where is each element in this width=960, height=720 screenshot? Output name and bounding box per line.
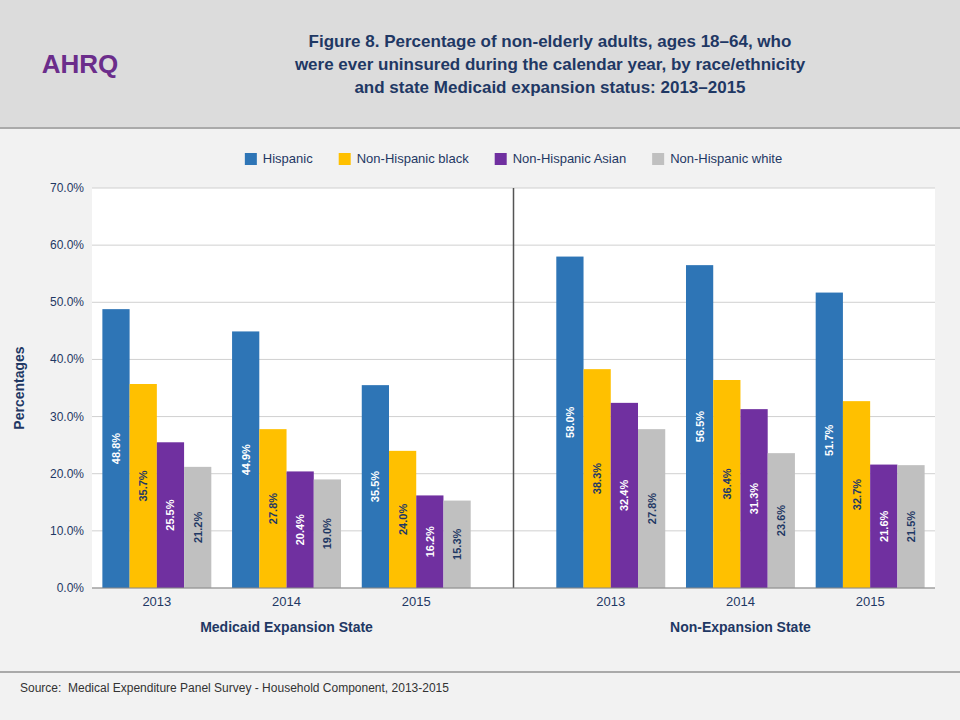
footer-separator <box>0 671 960 673</box>
bar <box>897 465 924 588</box>
bar <box>443 501 470 588</box>
y-tick-label: 70.0% <box>50 181 84 195</box>
x-tick-label: 2013 <box>142 594 171 609</box>
bar <box>686 265 713 588</box>
data-label: 58.0% <box>564 406 576 437</box>
data-label: 38.3% <box>591 463 603 494</box>
bar <box>157 442 184 588</box>
data-label: 20.4% <box>294 514 306 545</box>
legend-item: Non-Hispanic white <box>652 151 782 166</box>
x-axis-line <box>92 588 935 589</box>
bar <box>768 453 795 588</box>
legend-swatch <box>245 153 257 165</box>
data-label: 27.8% <box>267 493 279 524</box>
y-axis-label: Percentages <box>11 346 27 429</box>
x-tick-label: 2013 <box>596 594 625 609</box>
data-label: 21.5% <box>905 511 917 542</box>
header-separator <box>0 127 960 129</box>
bar <box>843 401 870 588</box>
y-tick-label: 60.0% <box>50 238 84 252</box>
bar <box>816 293 843 588</box>
legend-swatch <box>652 153 664 165</box>
legend-swatch <box>495 153 507 165</box>
chart: Figure 8. Percentage of non-elderly adul… <box>0 0 960 720</box>
bar <box>389 451 416 588</box>
data-label: 21.6% <box>878 510 890 541</box>
title-line: Figure 8. Percentage of non-elderly adul… <box>309 32 792 51</box>
data-label: 35.5% <box>369 471 381 502</box>
data-label: 32.4% <box>618 480 630 511</box>
y-tick-label: 50.0% <box>50 295 84 309</box>
data-label: 19.0% <box>321 518 333 549</box>
bar <box>416 495 443 588</box>
data-label: 48.8% <box>110 433 122 464</box>
legend-swatch <box>339 153 351 165</box>
bar <box>556 257 583 588</box>
group-divider <box>513 188 515 588</box>
x-axis-label: Medicaid Expansion State <box>200 619 373 635</box>
data-label: 56.5% <box>694 411 706 442</box>
bar <box>740 409 767 588</box>
x-tick-label: 2014 <box>726 594 755 609</box>
bar <box>362 385 389 588</box>
bar <box>584 369 611 588</box>
y-tick-label: 40.0% <box>50 352 84 366</box>
data-label: 32.7% <box>851 479 863 510</box>
legend-item: Non-Hispanic black <box>339 151 469 166</box>
data-label: 16.2% <box>424 526 436 557</box>
data-label: 25.5% <box>164 499 176 530</box>
bar <box>259 429 286 588</box>
source: Source: Medical Expenditure Panel Survey… <box>20 681 449 695</box>
data-label: 51.7% <box>823 424 835 455</box>
x-tick-label: 2014 <box>272 594 301 609</box>
x-tick-label: 2015 <box>856 594 885 609</box>
data-label: 23.6% <box>775 505 787 536</box>
data-label: 35.7% <box>137 470 149 501</box>
legend-label: Hispanic <box>263 151 313 166</box>
y-tick-label: 30.0% <box>50 410 84 424</box>
bar <box>232 331 259 588</box>
x-axis-label: Non-Expansion State <box>670 619 811 635</box>
bar <box>184 467 211 588</box>
data-label: 21.2% <box>192 512 204 543</box>
bar <box>314 479 341 588</box>
bar <box>713 380 740 588</box>
bar <box>870 465 897 588</box>
y-tick-label: 20.0% <box>50 467 84 481</box>
plot-area <box>92 188 935 588</box>
bar <box>102 309 129 588</box>
legend-label: Non-Hispanic Asian <box>513 151 626 166</box>
background <box>0 0 960 720</box>
title-line: were ever uninsured during the calendar … <box>294 55 806 74</box>
data-label: 15.3% <box>451 528 463 559</box>
legend-item: Hispanic <box>245 151 313 166</box>
data-label: 36.4% <box>721 468 733 499</box>
legend-label: Non-Hispanic black <box>357 151 469 166</box>
y-tick-label: 0.0% <box>57 581 85 595</box>
legend-label: Non-Hispanic white <box>670 151 782 166</box>
title: Figure 8. Percentage of non-elderly adul… <box>294 32 806 97</box>
x-tick-label: 2015 <box>402 594 431 609</box>
grid-line <box>92 588 935 589</box>
title-line: and state Medicaid expansion status: 201… <box>354 78 745 97</box>
data-label: 31.3% <box>748 483 760 514</box>
header <box>0 0 960 128</box>
bar <box>611 403 638 588</box>
legend-item: Non-Hispanic Asian <box>495 151 626 166</box>
bar <box>130 384 157 588</box>
data-label: 24.0% <box>397 504 409 535</box>
data-label: 27.8% <box>646 493 658 524</box>
bar <box>287 471 314 588</box>
logo-text: AHRQ <box>42 49 119 79</box>
y-tick-label: 10.0% <box>50 524 84 538</box>
data-label: 44.9% <box>240 444 252 475</box>
legend: Hispanic Non-Hispanic black Non-Hispanic A… <box>245 151 782 166</box>
bar <box>638 429 665 588</box>
